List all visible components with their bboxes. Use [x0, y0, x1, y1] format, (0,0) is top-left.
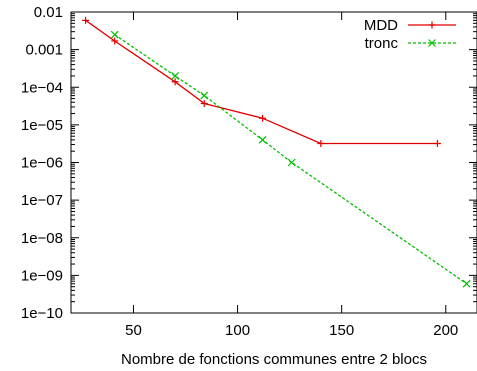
- x-tick-label: 100: [225, 322, 250, 339]
- data-point: [171, 78, 179, 86]
- data-point: [82, 16, 90, 24]
- legend-label: MDD: [364, 17, 398, 34]
- legend-marker: [428, 39, 436, 47]
- data-point: [200, 91, 209, 100]
- data-point: [111, 37, 119, 45]
- x-axis-label: Nombre de fonctions communes entre 2 blo…: [121, 351, 427, 368]
- y-tick-label: 0.001: [25, 42, 63, 59]
- x-tick-label: 200: [433, 322, 458, 339]
- series-line: [114, 34, 467, 285]
- y-tick-labels: 0.01 0.001 1e−04 1e−05 1e−06 1e−07 1e−08 1e−09 1…: [21, 4, 63, 322]
- series-tronc: [110, 30, 471, 288]
- data-point: [433, 139, 441, 147]
- data-point: [259, 114, 267, 122]
- y-tick-label: 1e−08: [21, 230, 63, 247]
- y-tick-label: 1e−06: [21, 155, 63, 172]
- data-point: [171, 71, 180, 80]
- data-point: [317, 139, 325, 147]
- x-tick-label: 150: [329, 322, 354, 339]
- plot-frame: [70, 11, 477, 314]
- y-tick-label: 1e−09: [21, 267, 63, 284]
- data-point: [110, 30, 119, 39]
- data-point: [287, 158, 296, 167]
- y-tick-label: 0.01: [34, 4, 63, 21]
- data-point: [258, 135, 267, 144]
- x-tick-label: 50: [125, 322, 142, 339]
- axis-ticks: [71, 11, 477, 314]
- y-tick-label: 1e−04: [21, 79, 63, 96]
- series-layer: [82, 16, 471, 288]
- data-point: [462, 279, 471, 288]
- data-point: [200, 99, 208, 107]
- x-tick-labels: 50 100 150 200: [125, 322, 458, 339]
- legend-marker: [428, 21, 436, 29]
- y-tick-label: 1e−07: [21, 192, 63, 209]
- y-tick-label: 1e−10: [21, 305, 63, 322]
- series-mdd: [82, 16, 441, 147]
- y-tick-label: 1e−05: [21, 117, 63, 134]
- legend-label: tronc: [365, 35, 399, 52]
